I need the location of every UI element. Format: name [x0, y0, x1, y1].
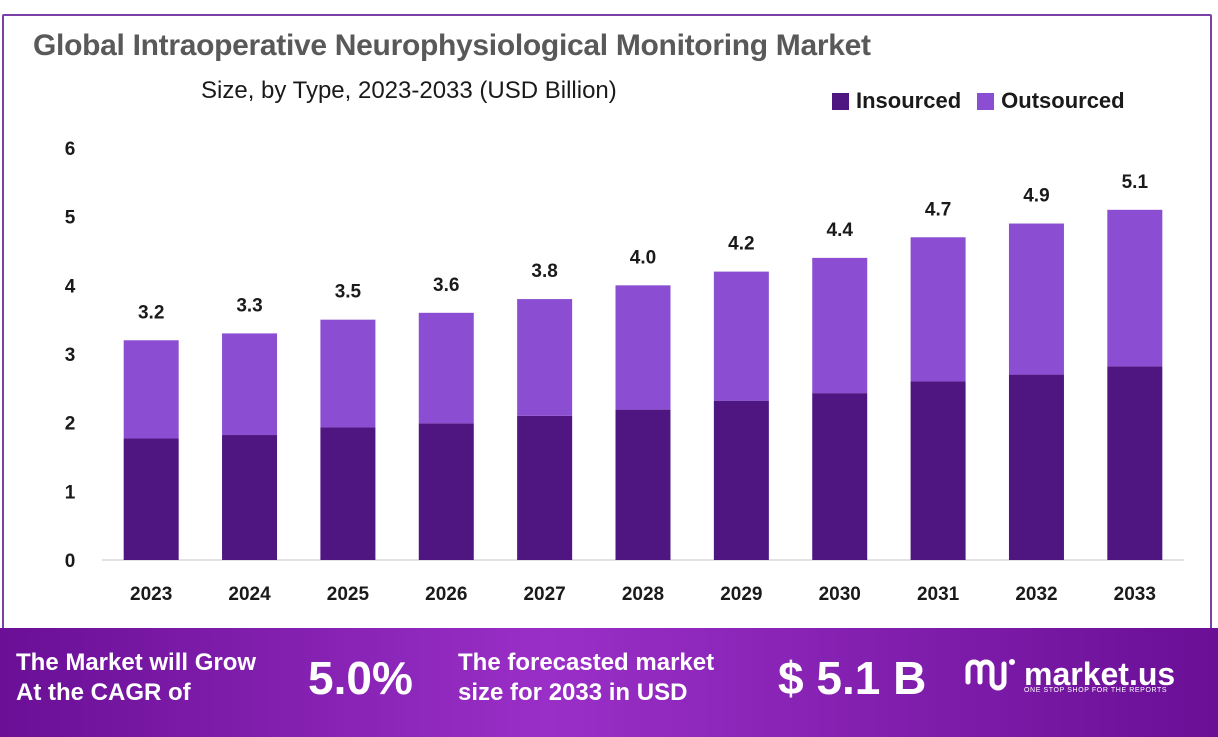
bar-outsourced-2027 [517, 299, 573, 416]
data-label-total-2025: 3.5 [335, 282, 362, 303]
data-label-total-2032: 4.9 [1023, 186, 1049, 207]
bar-insourced-2029 [713, 400, 769, 560]
cagr-caption: The Market will Grow At the CAGR of [16, 648, 256, 708]
bar-insourced-2023 [123, 438, 179, 560]
market-us-logo-tagline: ONE STOP SHOP FOR THE REPORTS [1024, 687, 1168, 694]
data-label-total-2028: 4.0 [630, 247, 656, 268]
bar-insourced-2031 [910, 381, 966, 560]
forecast-value: $ 5.1 B [778, 652, 927, 704]
bar-outsourced-2028 [615, 285, 671, 410]
data-label-total-2031: 4.7 [925, 199, 951, 220]
forecast-caption: The forecasted market size for 2033 in U… [458, 648, 714, 708]
bar-insourced-2024 [222, 435, 278, 560]
bar-insourced-2027 [517, 415, 573, 560]
y-tick-label: 2 [65, 414, 76, 435]
forecast-caption-line1: The forecasted market [458, 649, 715, 676]
bar-outsourced-2025 [320, 319, 376, 428]
data-label-total-2027: 3.8 [531, 261, 557, 282]
bar-insourced-2032 [1008, 374, 1064, 560]
data-label-total-2033: 5.1 [1122, 172, 1149, 193]
y-tick-label: 3 [65, 345, 76, 366]
bar-outsourced-2029 [713, 271, 769, 401]
summary-banner: The Market will Grow At the CAGR of 5.0%… [0, 628, 1218, 737]
legend-item-insourced: Insourced [832, 88, 961, 114]
bar-insourced-2033 [1107, 366, 1163, 560]
x-tick-label-2030: 2030 [819, 584, 861, 605]
legend-label-insourced: Insourced [856, 88, 962, 113]
y-tick-label: 0 [65, 551, 76, 572]
x-tick-label-2033: 2033 [1114, 584, 1156, 605]
bar-outsourced-2023 [123, 340, 179, 439]
bar-insourced-2030 [812, 393, 868, 560]
y-tick-label: 1 [65, 482, 76, 503]
bar-outsourced-2032 [1008, 223, 1064, 375]
bar-outsourced-2024 [222, 333, 278, 436]
market-us-logo-name: market.us [1024, 656, 1176, 692]
data-label-total-2023: 3.2 [138, 302, 164, 323]
chart-subtitle: Size, by Type, 2023-2033 (USD Billion) [201, 77, 617, 104]
bar-outsourced-2031 [910, 237, 966, 382]
x-tick-label-2025: 2025 [327, 584, 370, 605]
x-tick-label-2024: 2024 [228, 584, 271, 605]
cagr-caption-line1: The Market will Grow [16, 649, 257, 676]
y-tick-label: 5 [65, 208, 76, 229]
bar-outsourced-2030 [812, 257, 868, 394]
market-us-logo-icon [965, 659, 1015, 691]
x-tick-label-2032: 2032 [1015, 584, 1057, 605]
y-tick-label: 6 [65, 139, 76, 160]
x-tick-label-2028: 2028 [622, 584, 664, 605]
legend-item-outsourced: Outsourced [977, 88, 1125, 114]
legend: Insourced Outsourced [832, 88, 1141, 114]
bar-outsourced-2033 [1107, 209, 1163, 367]
chart-title: Global Intraoperative Neurophysiological… [33, 29, 871, 62]
x-tick-label-2023: 2023 [130, 584, 172, 605]
x-tick-label-2029: 2029 [720, 584, 762, 605]
legend-label-outsourced: Outsourced [1001, 88, 1125, 113]
bar-outsourced-2026 [418, 312, 474, 424]
bar-chart: 0 1 2 3 4 5 6 3.2 2023 3.3 2024 3.5 2025 3.6 2026 3.8 20… [65, 139, 1184, 605]
y-tick-label: 4 [65, 276, 76, 297]
data-label-total-2030: 4.4 [827, 220, 854, 241]
data-label-total-2026: 3.6 [433, 275, 459, 296]
legend-swatch-insourced [832, 92, 849, 110]
cagr-value: 5.0% [308, 652, 413, 704]
market-us-logo: market.us ONE STOP SHOP FOR THE REPORTS [962, 652, 1175, 696]
bar-insourced-2028 [615, 409, 671, 560]
forecast-caption-line2: size for 2033 in USD [458, 679, 688, 706]
bar-insourced-2026 [418, 423, 474, 560]
data-label-total-2029: 4.2 [728, 234, 754, 255]
cagr-caption-line2: At the CAGR of [16, 679, 191, 706]
legend-swatch-outsourced [977, 92, 995, 110]
bar-insourced-2025 [320, 427, 376, 560]
x-tick-label-2026: 2026 [425, 584, 467, 605]
x-tick-label-2031: 2031 [917, 584, 960, 605]
x-tick-label-2027: 2027 [523, 584, 565, 605]
data-label-total-2024: 3.3 [236, 295, 262, 316]
